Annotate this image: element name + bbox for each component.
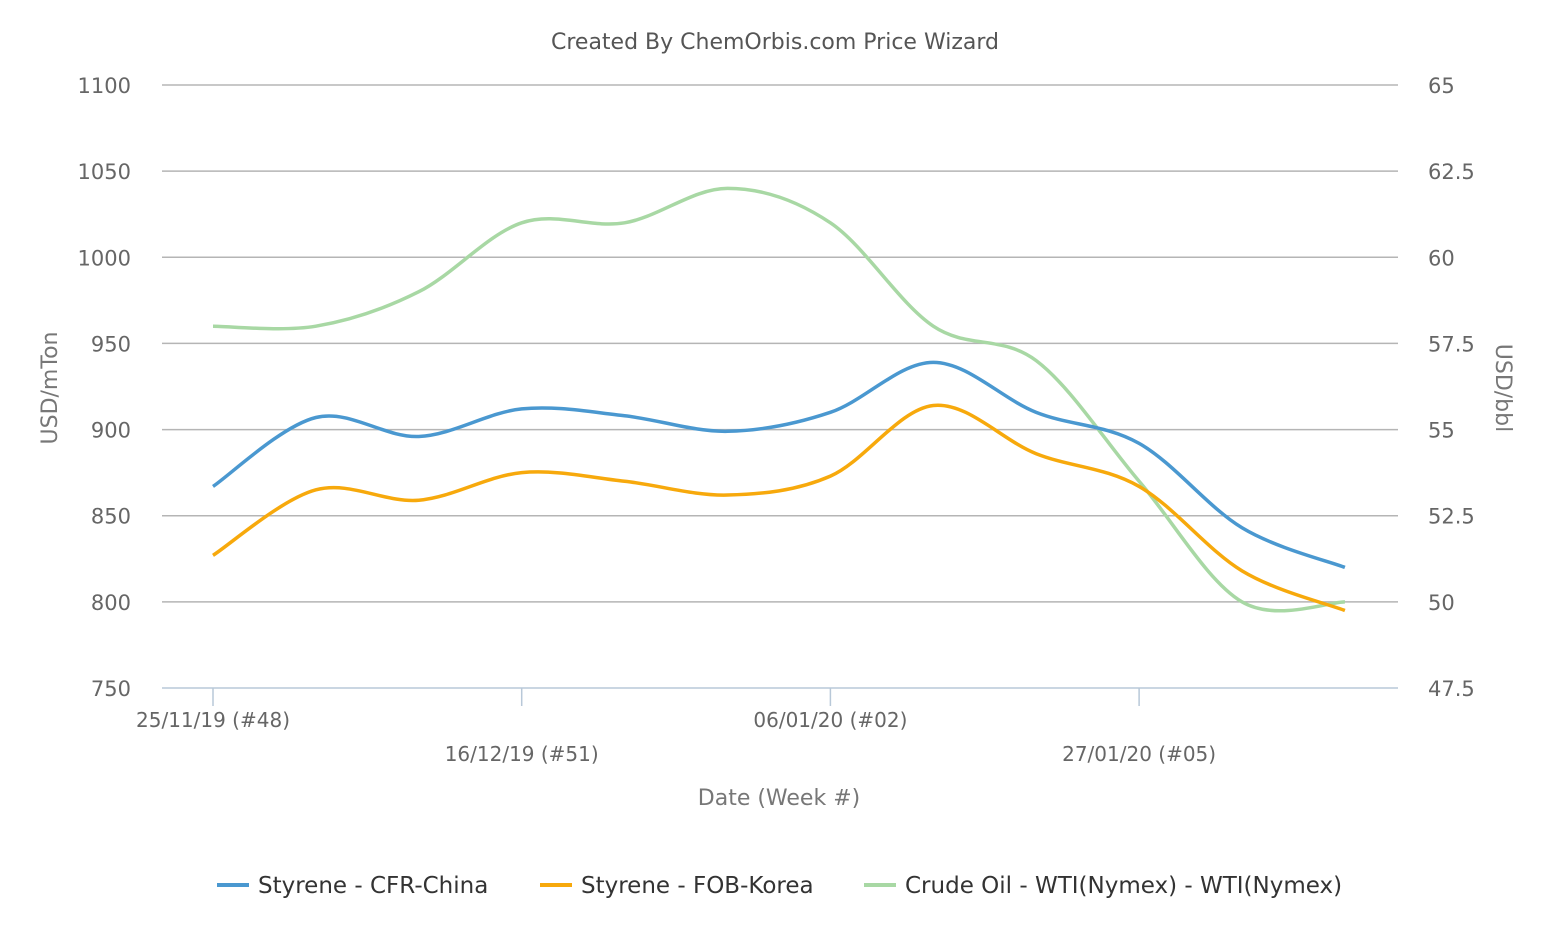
chart-title: Created By ChemOrbis.com Price Wizard	[551, 30, 999, 55]
y2-tick-label: 65	[1428, 74, 1455, 98]
series-line-1	[212, 403, 1346, 613]
y2-tick-label: 50	[1428, 591, 1455, 615]
y2-tick-label: 62.5	[1428, 160, 1475, 184]
y2-axis-label: USD/bbl	[1490, 344, 1515, 432]
legend-label: Styrene - FOB-Korea	[581, 873, 814, 899]
x-axis-label: Date (Week #)	[698, 786, 860, 811]
y2-tick-label: 47.5	[1428, 677, 1475, 701]
x-tick-label: 16/12/19 (#51)	[445, 742, 599, 766]
x-tick-label: 25/11/19 (#48)	[136, 708, 290, 732]
y2-tick-label: 52.5	[1428, 505, 1475, 529]
series-line-2	[212, 186, 1345, 613]
y-tick-label: 800	[91, 591, 131, 615]
y-axis-label: USD/mTon	[38, 332, 63, 445]
series-line-0	[212, 360, 1346, 570]
y-tick-label: 1000	[78, 246, 131, 270]
x-tick-label: 27/01/20 (#05)	[1062, 742, 1216, 766]
y-tick-label: 950	[91, 332, 131, 356]
y2-tick-label: 60	[1428, 246, 1455, 270]
legend-item-1[interactable]: Styrene - FOB-Korea	[540, 873, 814, 899]
y-tick-label: 1050	[78, 160, 131, 184]
y-tick-label: 1100	[78, 74, 131, 98]
legend-item-2[interactable]: Crude Oil - WTI(Nymex) - WTI(Nymex)	[864, 873, 1342, 899]
legend-label: Styrene - CFR-China	[258, 873, 488, 899]
y-tick-label: 750	[91, 677, 131, 701]
legend-label: Crude Oil - WTI(Nymex) - WTI(Nymex)	[905, 873, 1342, 899]
y2-tick-label: 57.5	[1428, 332, 1475, 356]
y-tick-label: 850	[91, 505, 131, 529]
legend-item-0[interactable]: Styrene - CFR-China	[217, 873, 488, 899]
x-tick-label: 06/01/20 (#02)	[753, 708, 907, 732]
y-tick-label: 900	[91, 419, 131, 443]
y2-tick-label: 55	[1428, 419, 1455, 443]
